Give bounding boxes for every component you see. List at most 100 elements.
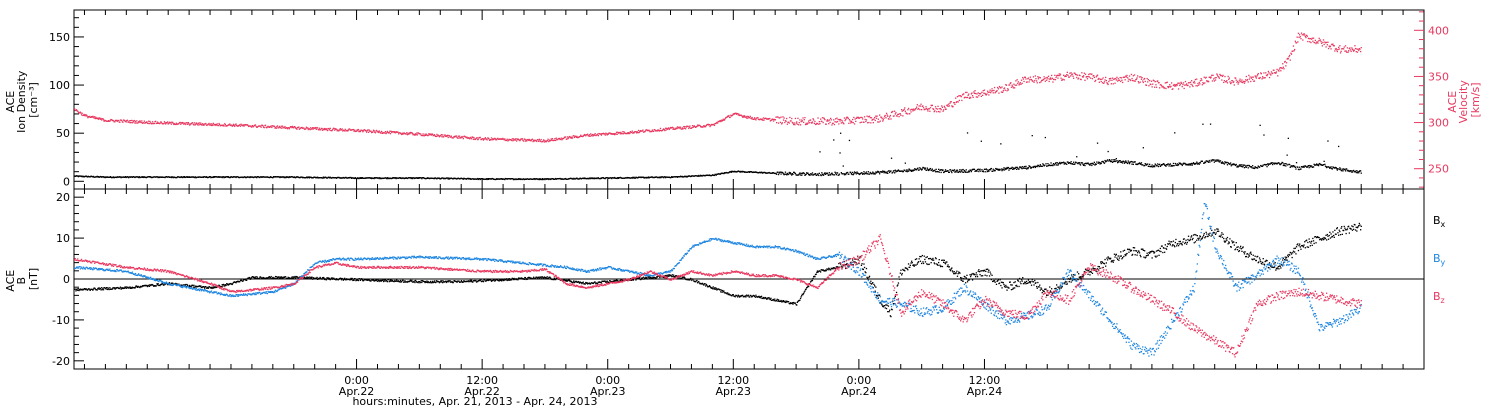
data-point <box>149 284 151 286</box>
data-point <box>995 167 997 170</box>
data-point <box>358 131 360 133</box>
data-point <box>463 280 466 283</box>
data-point <box>1147 81 1149 83</box>
data-point <box>1018 168 1020 170</box>
data-point <box>570 137 572 139</box>
data-point <box>1024 76 1026 78</box>
data-point <box>970 169 972 171</box>
data-point <box>835 121 837 123</box>
data-point <box>563 279 565 281</box>
data-point <box>554 278 556 281</box>
data-point <box>150 122 152 124</box>
data-point <box>1283 68 1285 70</box>
data-point <box>1057 74 1060 77</box>
data-point <box>376 129 378 132</box>
data-point <box>769 117 771 120</box>
data-point <box>1280 70 1282 72</box>
data-point <box>149 120 151 123</box>
data-point <box>1247 167 1249 169</box>
data-point <box>906 169 908 171</box>
data-point <box>1119 160 1121 162</box>
data-point <box>845 173 847 176</box>
data-point <box>1162 163 1164 166</box>
data-point <box>309 278 311 280</box>
data-point <box>730 114 732 116</box>
data-point <box>1316 164 1318 166</box>
data-point <box>1005 168 1008 170</box>
data-point <box>90 175 92 177</box>
data-point <box>1348 48 1350 50</box>
data-point <box>115 120 117 122</box>
data-point <box>817 173 819 175</box>
data-point <box>344 128 346 130</box>
data-point <box>801 174 803 176</box>
data-point <box>778 172 780 174</box>
data-point <box>1065 75 1067 77</box>
data-point <box>676 126 679 128</box>
data-point <box>967 94 969 96</box>
data-point <box>85 114 88 116</box>
data-point <box>377 279 380 282</box>
data-point <box>571 178 574 180</box>
data-point <box>1295 42 1298 44</box>
data-point <box>1230 82 1232 85</box>
data-point <box>841 119 843 122</box>
data-point <box>418 177 420 179</box>
data-point <box>224 285 226 287</box>
data-point <box>270 176 272 178</box>
data-point <box>1322 39 1325 41</box>
data-point <box>553 279 555 281</box>
data-point <box>818 174 820 177</box>
data-point <box>907 169 909 171</box>
data-point <box>636 132 638 134</box>
data-point <box>75 109 78 111</box>
data-point <box>155 120 157 122</box>
data-point <box>539 140 542 143</box>
data-point <box>642 176 645 178</box>
data-point <box>111 119 113 121</box>
data-point <box>146 284 148 287</box>
data-point <box>1125 161 1127 163</box>
data-point <box>689 175 691 177</box>
data-point <box>762 119 764 121</box>
data-point <box>188 123 190 125</box>
data-point <box>713 174 716 177</box>
data-point <box>604 134 606 136</box>
data-point <box>509 279 512 281</box>
data-point <box>1233 84 1235 86</box>
data-point <box>1152 165 1154 168</box>
data-point <box>254 277 257 279</box>
data-point <box>529 178 531 180</box>
data-point <box>914 168 916 170</box>
data-point <box>447 136 449 139</box>
data-point <box>1095 79 1097 82</box>
data-point <box>222 285 224 287</box>
data-point <box>317 176 319 178</box>
data-point <box>885 112 888 114</box>
data-point <box>846 171 848 174</box>
data-point <box>1258 77 1261 80</box>
data-point <box>923 167 925 169</box>
data-point <box>1071 163 1073 165</box>
data-point <box>823 117 825 119</box>
data-point <box>386 132 388 134</box>
data-point <box>160 121 162 123</box>
data-point <box>874 119 876 122</box>
data-point <box>158 284 160 287</box>
data-point <box>965 91 967 94</box>
data-point <box>1015 84 1018 86</box>
data-point <box>924 108 927 110</box>
data-point <box>511 178 513 180</box>
data-point <box>666 128 668 130</box>
data-point <box>945 170 947 172</box>
data-point <box>1358 172 1360 174</box>
data-point <box>257 278 259 280</box>
data-point <box>269 126 272 128</box>
data-point <box>241 176 243 178</box>
data-point <box>424 281 426 284</box>
data-point <box>153 122 155 125</box>
data-point <box>354 177 356 180</box>
data-point <box>625 177 628 179</box>
data-point <box>457 177 459 180</box>
